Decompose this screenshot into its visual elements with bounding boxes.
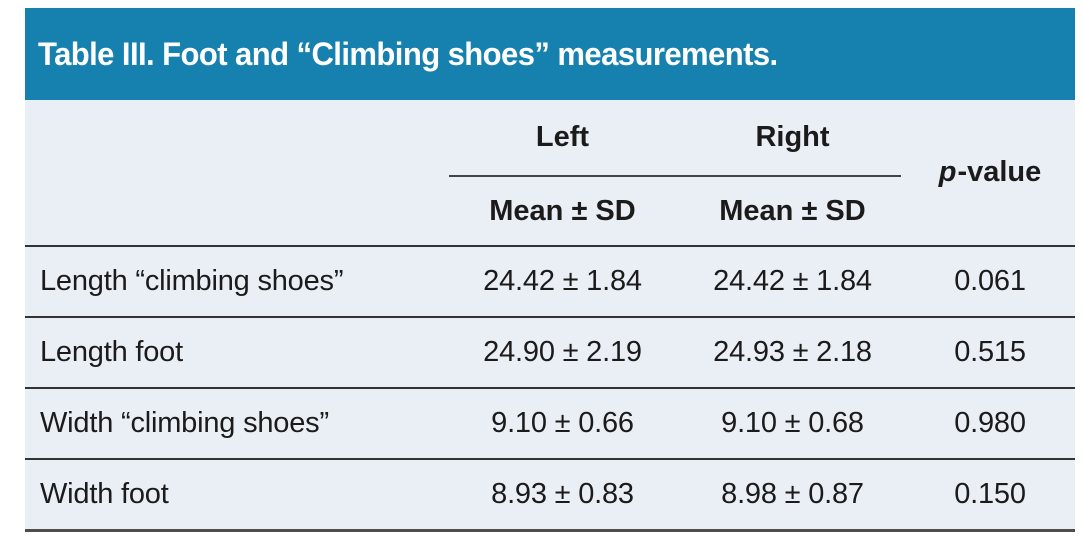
cell-p-value: 0.980 bbox=[954, 407, 1026, 439]
row-label: Length foot bbox=[40, 336, 183, 368]
measurements-table: Table III. Foot and “Climbing shoes” mea… bbox=[25, 8, 1075, 532]
table-title-bar: Table III. Foot and “Climbing shoes” mea… bbox=[25, 8, 1075, 100]
p-value-header-italic-p: p bbox=[938, 156, 957, 188]
cell-left-mean: 9.10 ± 0.66 bbox=[491, 407, 634, 439]
p-value-header-rest: -value bbox=[957, 156, 1042, 188]
cell-p-value: 0.061 bbox=[954, 265, 1026, 297]
row-label: Width foot bbox=[40, 478, 169, 510]
cell-left-mean: 24.42 ± 1.84 bbox=[483, 265, 642, 297]
cell-right-mean: 9.10 ± 0.68 bbox=[721, 407, 864, 439]
column-header-right: Right bbox=[755, 121, 830, 153]
table-row-length-climbing-shoes: Length “climbing shoes” 24.42 ± 1.84 24.… bbox=[25, 245, 1075, 316]
p-value-header: p -value bbox=[905, 100, 1075, 245]
row-label: Length “climbing shoes” bbox=[40, 265, 344, 297]
cell-right-mean: 24.42 ± 1.84 bbox=[713, 265, 872, 297]
header-spacer bbox=[25, 100, 445, 245]
subheader-mean-sd-left: Mean ± SD bbox=[489, 194, 636, 227]
column-header: Left Right Mean ± SD Mean ± SD p -value bbox=[25, 100, 1075, 245]
group-label-row: Left Right bbox=[445, 100, 905, 175]
cell-left-mean: 24.90 ± 2.19 bbox=[483, 336, 642, 368]
header-group-divider bbox=[449, 175, 901, 177]
cell-right-mean: 24.93 ± 2.18 bbox=[713, 336, 872, 368]
table-body: Left Right Mean ± SD Mean ± SD p -value L… bbox=[25, 100, 1075, 532]
subheader-row: Mean ± SD Mean ± SD bbox=[445, 177, 905, 245]
cell-p-value: 0.150 bbox=[954, 478, 1026, 510]
table-title: Table III. Foot and “Climbing shoes” mea… bbox=[38, 35, 778, 72]
cell-left-mean: 8.93 ± 0.83 bbox=[491, 478, 634, 510]
cell-p-value: 0.515 bbox=[954, 336, 1026, 368]
table-row-width-climbing-shoes: Width “climbing shoes” 9.10 ± 0.66 9.10 … bbox=[25, 387, 1075, 458]
column-header-left: Left bbox=[535, 121, 590, 153]
table-row-width-foot: Width foot 8.93 ± 0.83 8.98 ± 0.87 0.150 bbox=[25, 458, 1075, 529]
left-right-group: Left Right Mean ± SD Mean ± SD bbox=[445, 100, 905, 245]
row-label: Width “climbing shoes” bbox=[40, 407, 329, 439]
subheader-mean-sd-right: Mean ± SD bbox=[719, 194, 866, 227]
cell-right-mean: 8.98 ± 0.87 bbox=[721, 478, 864, 510]
table-row-length-foot: Length foot 24.90 ± 2.19 24.93 ± 2.18 0.… bbox=[25, 316, 1075, 387]
